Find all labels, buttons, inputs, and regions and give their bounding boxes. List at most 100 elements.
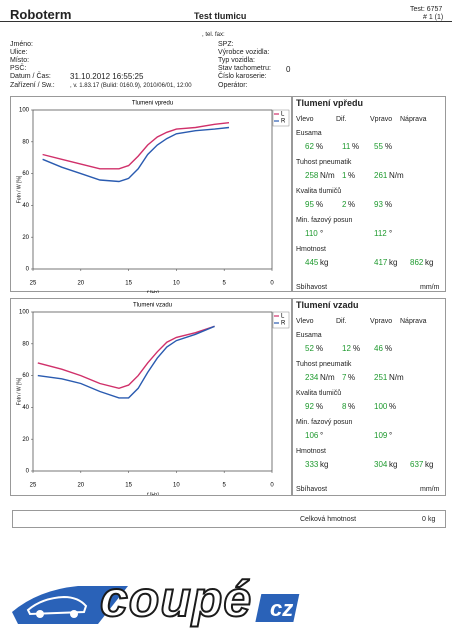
result-unit: %	[316, 402, 324, 411]
column-header: Vlevo	[296, 116, 314, 123]
field-label: Výrobce vozidla:	[218, 49, 270, 56]
result-value: 7	[342, 373, 347, 382]
odometer: 0	[286, 65, 291, 74]
x-tick-label: 25	[30, 281, 37, 287]
field-label: Místo:	[10, 57, 30, 64]
y-tick-label: 40	[22, 203, 29, 209]
result-value: 261	[374, 171, 388, 180]
series-line	[42, 122, 230, 170]
result-unit: N/m	[389, 171, 404, 180]
result-unit: kg	[389, 258, 398, 267]
test-number: Test: 6757	[410, 6, 443, 13]
row-label: Hmotnost	[296, 246, 326, 253]
result-value: 417	[374, 258, 388, 267]
chart-title: Tlumeni vzadu	[133, 303, 172, 309]
result-value: 12	[342, 344, 351, 353]
row-label: Eusama	[296, 130, 322, 137]
result-unit: °	[320, 431, 324, 440]
field-label: Jméno:	[10, 41, 33, 48]
result-unit: %	[385, 344, 393, 353]
row-label: Eusama	[296, 332, 322, 339]
total-value: 0	[422, 516, 426, 523]
logo-word: coupé	[99, 571, 253, 627]
result-unit: %	[348, 402, 356, 411]
result-unit: N/m	[320, 171, 335, 180]
legend-label: L	[281, 112, 285, 118]
result-value: 62	[305, 142, 314, 151]
result-value: 110	[305, 229, 318, 238]
unit: mm/m	[420, 284, 440, 291]
total-box	[12, 510, 446, 528]
y-tick-label: 20	[22, 437, 29, 443]
row-label: Tuhost pneumatik	[296, 159, 352, 166]
result-unit: %	[385, 142, 393, 151]
total-label: Celková hmotnost	[300, 516, 357, 523]
field-label: Typ vozidla:	[218, 57, 255, 64]
field-label: PSČ:	[10, 65, 27, 72]
chart-title: Tlumeni vpredu	[132, 101, 173, 107]
row-label: Min. fazový posun	[296, 419, 353, 426]
device-version: , v. 1.83.17 (Bulid: 0160.9), 2010/06/01…	[70, 83, 192, 89]
results-title: Tlumení vzadu	[296, 300, 359, 310]
column-header: Vpravo	[370, 318, 393, 325]
row-label: Hmotnost	[296, 448, 326, 455]
result-value: 1	[342, 171, 347, 180]
y-tick-label: 60	[22, 373, 29, 379]
y-tick-label: 60	[22, 171, 29, 177]
result-unit: N/m	[389, 373, 404, 382]
column-header: Vpravo	[370, 116, 393, 123]
series-line	[37, 325, 215, 399]
field-label: Ulice:	[10, 49, 28, 56]
result-value: 112	[374, 229, 387, 238]
x-tick-label: 20	[77, 483, 84, 489]
x-axis-label: f [Hz]	[147, 290, 159, 293]
y-tick-label: 80	[22, 341, 29, 347]
result-unit: %	[348, 200, 356, 209]
column-header: Vlevo	[296, 318, 314, 325]
plot-frame	[32, 109, 273, 270]
result-value: 333	[305, 460, 319, 469]
y-tick-label: 100	[19, 310, 30, 316]
results-title: Tlumení vpředu	[296, 98, 364, 108]
x-tick-label: 15	[125, 483, 132, 489]
brand: Roboterm	[10, 7, 72, 22]
series-line	[37, 325, 215, 390]
y-tick-label: 40	[22, 405, 29, 411]
result-unit: %	[385, 200, 393, 209]
result-unit: kg	[389, 460, 398, 469]
result-value: 100	[374, 402, 388, 411]
result-unit: %	[389, 402, 397, 411]
field-label: Operátor:	[218, 82, 248, 89]
column-header: Dif.	[336, 116, 347, 123]
result-value: 445	[305, 258, 319, 267]
y-tick-label: 0	[26, 469, 30, 475]
total-unit: kg	[428, 516, 436, 523]
series-line	[42, 126, 230, 183]
result-value: 109	[374, 431, 388, 440]
result-value: 258	[305, 171, 319, 180]
column-header: Náprava	[400, 318, 427, 325]
result-unit: °	[389, 229, 393, 238]
row-label: Min. fazový posun	[296, 217, 353, 224]
x-tick-label: 0	[270, 281, 274, 287]
front-results-box	[292, 96, 446, 292]
result-value: 637	[410, 460, 424, 469]
field-label: Číslo karoserie:	[218, 73, 267, 80]
logo-graphic	[12, 586, 300, 624]
x-tick-label: 5	[223, 483, 227, 489]
legend-label: R	[281, 119, 286, 125]
result-value: 862	[410, 258, 424, 267]
result-value: 92	[305, 402, 314, 411]
chart: Tlumeni vzadu 0 20 40 60 80 100 25 20 15 10 5 0 f [Hz…	[16, 303, 290, 495]
y-tick-label: 100	[19, 108, 30, 114]
y-axis-label: Fotn / W [%]	[16, 377, 22, 405]
result-value: 11	[342, 142, 351, 151]
result-value: 93	[374, 200, 383, 209]
datetime: 31.10.2012 16:55:25	[70, 72, 144, 81]
x-tick-label: 5	[223, 281, 227, 287]
legend-frame	[272, 109, 290, 127]
result-unit: N/m	[320, 373, 335, 382]
header-rule	[0, 21, 452, 22]
rear-results-box	[292, 298, 446, 496]
